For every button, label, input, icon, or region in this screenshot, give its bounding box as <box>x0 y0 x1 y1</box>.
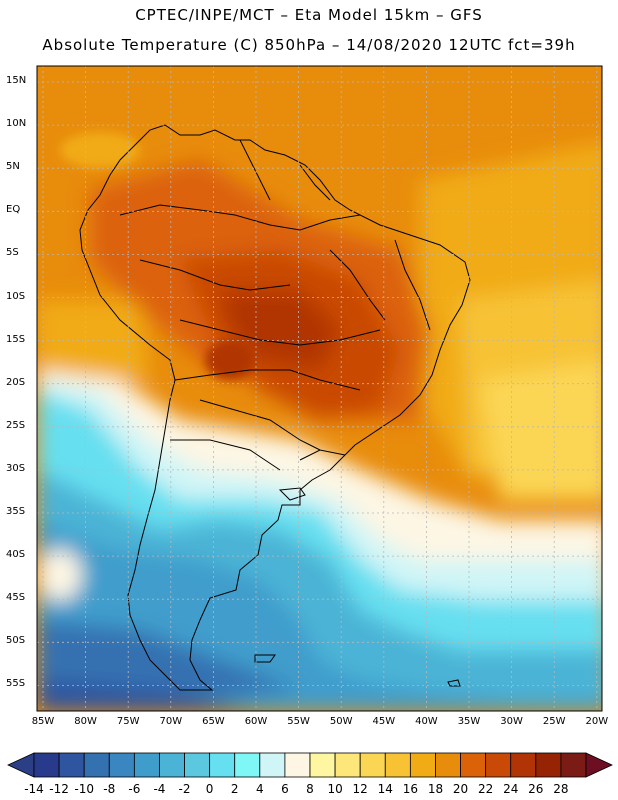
colorbar-tick-label: 14 <box>377 782 393 796</box>
lon-label: 35W <box>457 716 481 727</box>
colorbar-swatch <box>234 752 261 778</box>
colorbar-tick-label: -4 <box>153 782 166 796</box>
colorbar-swatch <box>535 752 562 778</box>
lon-label: 45W <box>372 716 396 727</box>
map-title-line2: Absolute Temperature (C) 850hPa – 14/08/… <box>42 36 576 54</box>
colorbar-swatch <box>409 752 436 778</box>
lat-label: 30S <box>6 462 26 474</box>
colorbar-tick-label: -10 <box>74 782 94 796</box>
colorbar-tick-label: -2 <box>178 782 191 796</box>
colorbar-tick-label: 8 <box>306 782 314 796</box>
lat-label: 15N <box>6 75 27 86</box>
colorbar-tick-label: -12 <box>49 782 69 796</box>
colorbar-over-arrow <box>585 752 613 778</box>
colorbar-tick-label: 24 <box>503 782 519 796</box>
lon-label: 30W <box>500 716 523 727</box>
colorbar-tick-label: 10 <box>327 782 343 796</box>
lat-label: 50S <box>6 635 26 647</box>
colorbar-swatch <box>184 752 211 778</box>
lat-label: EQ <box>6 204 21 216</box>
colorbar-tick-label: -14 <box>24 782 44 796</box>
colorbar-tick-label: -8 <box>103 782 116 796</box>
colorbar-swatch <box>159 752 185 778</box>
colorbar-tick-label: 18 <box>427 782 444 796</box>
colorbar-tick-label: 12 <box>352 782 368 796</box>
lat-label: 35S <box>6 506 26 517</box>
lon-label: 70W <box>159 716 183 727</box>
lon-label: 20W <box>585 716 609 727</box>
colorbar-swatch <box>33 752 60 778</box>
colorbar-swatch <box>58 752 85 778</box>
colorbar-tick-label: 28 <box>553 782 569 796</box>
lon-label: 50W <box>329 716 353 727</box>
colorbar-swatch <box>334 752 361 778</box>
lat-label: 45S <box>6 592 26 604</box>
colorbar-swatch <box>384 752 411 778</box>
colorbar-swatch <box>560 752 587 778</box>
lon-label: 75W <box>116 716 140 727</box>
lat-label: 5N <box>6 161 20 173</box>
colorbar-tick-label: 0 <box>205 782 214 796</box>
lon-label: 60W <box>244 716 268 727</box>
colorbar-swatch <box>460 752 487 778</box>
map-frame <box>36 65 603 712</box>
lat-label: 55S <box>6 678 26 690</box>
colorbar-tick-label: 20 <box>452 782 469 796</box>
colorbar-swatch <box>259 752 286 778</box>
colorbar <box>7 752 613 778</box>
lat-label: 25S <box>6 419 26 431</box>
temperature-field <box>37 66 602 711</box>
colorbar-tick-label: 26 <box>528 782 544 796</box>
colorbar-under-arrow <box>7 752 35 778</box>
colorbar-swatch <box>359 752 386 778</box>
colorbar-swatch <box>284 752 311 778</box>
colorbar-swatch <box>510 752 537 778</box>
lat-label: 5S <box>6 247 19 259</box>
colorbar-tick-label: 22 <box>477 782 494 796</box>
lon-label: 85W <box>31 716 55 727</box>
colorbar-swatch <box>485 752 512 778</box>
coastline-borders <box>79 124 471 691</box>
lat-label: 10S <box>6 290 26 302</box>
colorbar-tick-label: 6 <box>281 782 289 796</box>
colorbar-swatch <box>435 752 461 778</box>
colorbar-swatch <box>209 752 236 778</box>
map-grid <box>37 66 602 711</box>
lon-label: 25W <box>542 716 566 727</box>
colorbar-tick-label: 4 <box>255 782 264 796</box>
colorbar-tick-label: -6 <box>128 782 141 796</box>
lon-label: 65W <box>202 716 225 727</box>
lat-label: 20S <box>6 376 26 388</box>
colorbar-swatch <box>133 752 160 778</box>
colorbar-tick-label: 16 <box>402 782 418 796</box>
lon-label: 80W <box>74 716 97 727</box>
colorbar-swatch <box>83 752 110 778</box>
lat-label: 15S <box>6 333 26 345</box>
lon-label: 40W <box>415 716 438 727</box>
lon-label: 55W <box>287 716 310 727</box>
lat-label: 40S <box>6 549 26 561</box>
colorbar-swatch <box>108 752 135 778</box>
lat-label: 10N <box>6 118 27 130</box>
map-title-line1: CPTEC/INPE/MCT – Eta Model 15km – GFS <box>135 6 483 24</box>
colorbar-swatch <box>309 752 336 778</box>
colorbar-tick-label: 2 <box>230 782 239 796</box>
